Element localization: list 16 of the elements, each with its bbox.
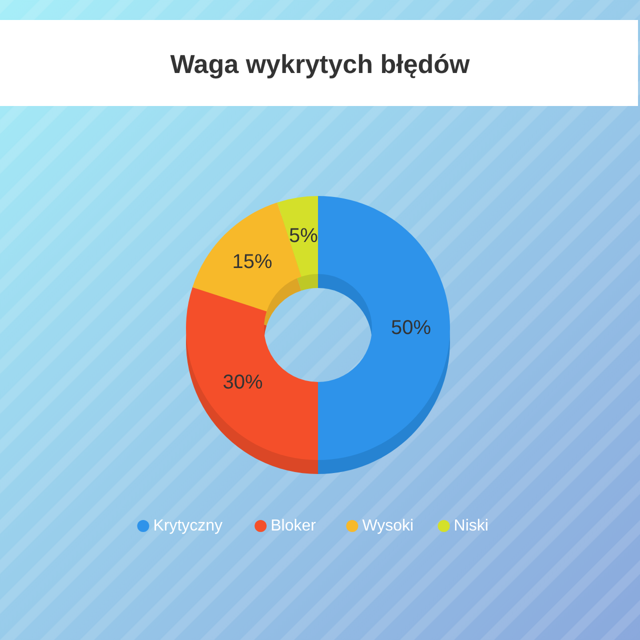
legend-label: Wysoki	[362, 518, 414, 534]
legend-label: Niski	[454, 518, 488, 534]
legend-label: Bloker	[270, 518, 317, 534]
legend-label: Krytyczny	[153, 518, 223, 534]
legend-item: Bloker	[254, 518, 316, 534]
donut-slice	[318, 196, 450, 460]
data-label: 5%	[289, 225, 318, 248]
legend-item: Krytyczny	[137, 518, 223, 534]
data-label: 50%	[390, 317, 432, 339]
data-label: 30%	[222, 372, 263, 394]
legend-item: Niski	[438, 518, 488, 534]
chart-title: Waga wykrytych błędów	[170, 49, 471, 79]
donut-slice	[277, 196, 318, 277]
legend-item: Wysoki	[346, 518, 414, 534]
donut-slice	[186, 287, 318, 460]
data-label: 15%	[232, 251, 272, 274]
